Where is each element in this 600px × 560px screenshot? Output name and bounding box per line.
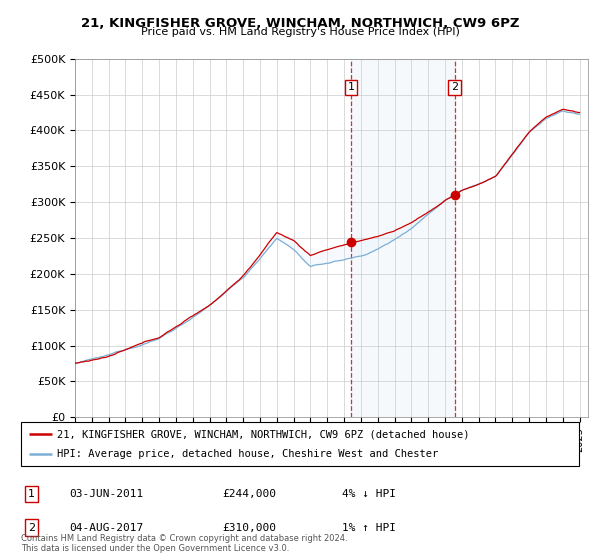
Text: Price paid vs. HM Land Registry's House Price Index (HPI): Price paid vs. HM Land Registry's House … [140,27,460,37]
Text: 03-JUN-2011: 03-JUN-2011 [69,489,143,499]
Text: 21, KINGFISHER GROVE, WINCHAM, NORTHWICH, CW9 6PZ: 21, KINGFISHER GROVE, WINCHAM, NORTHWICH… [81,17,519,30]
FancyBboxPatch shape [21,422,579,466]
Text: 2: 2 [451,82,458,92]
Bar [351,59,455,417]
Text: 21, KINGFISHER GROVE, WINCHAM, NORTHWICH, CW9 6PZ (detached house): 21, KINGFISHER GROVE, WINCHAM, NORTHWICH… [57,429,470,439]
Text: 1% ↑ HPI: 1% ↑ HPI [342,522,396,533]
Text: 2: 2 [28,522,35,533]
Text: £310,000: £310,000 [222,522,276,533]
Text: Contains HM Land Registry data © Crown copyright and database right 2024.
This d: Contains HM Land Registry data © Crown c… [21,534,347,553]
Text: £244,000: £244,000 [222,489,276,499]
Text: HPI: Average price, detached house, Cheshire West and Chester: HPI: Average price, detached house, Ches… [57,449,439,459]
Text: 4% ↓ HPI: 4% ↓ HPI [342,489,396,499]
Text: 04-AUG-2017: 04-AUG-2017 [69,522,143,533]
Text: 1: 1 [28,489,35,499]
Text: 1: 1 [347,82,355,92]
